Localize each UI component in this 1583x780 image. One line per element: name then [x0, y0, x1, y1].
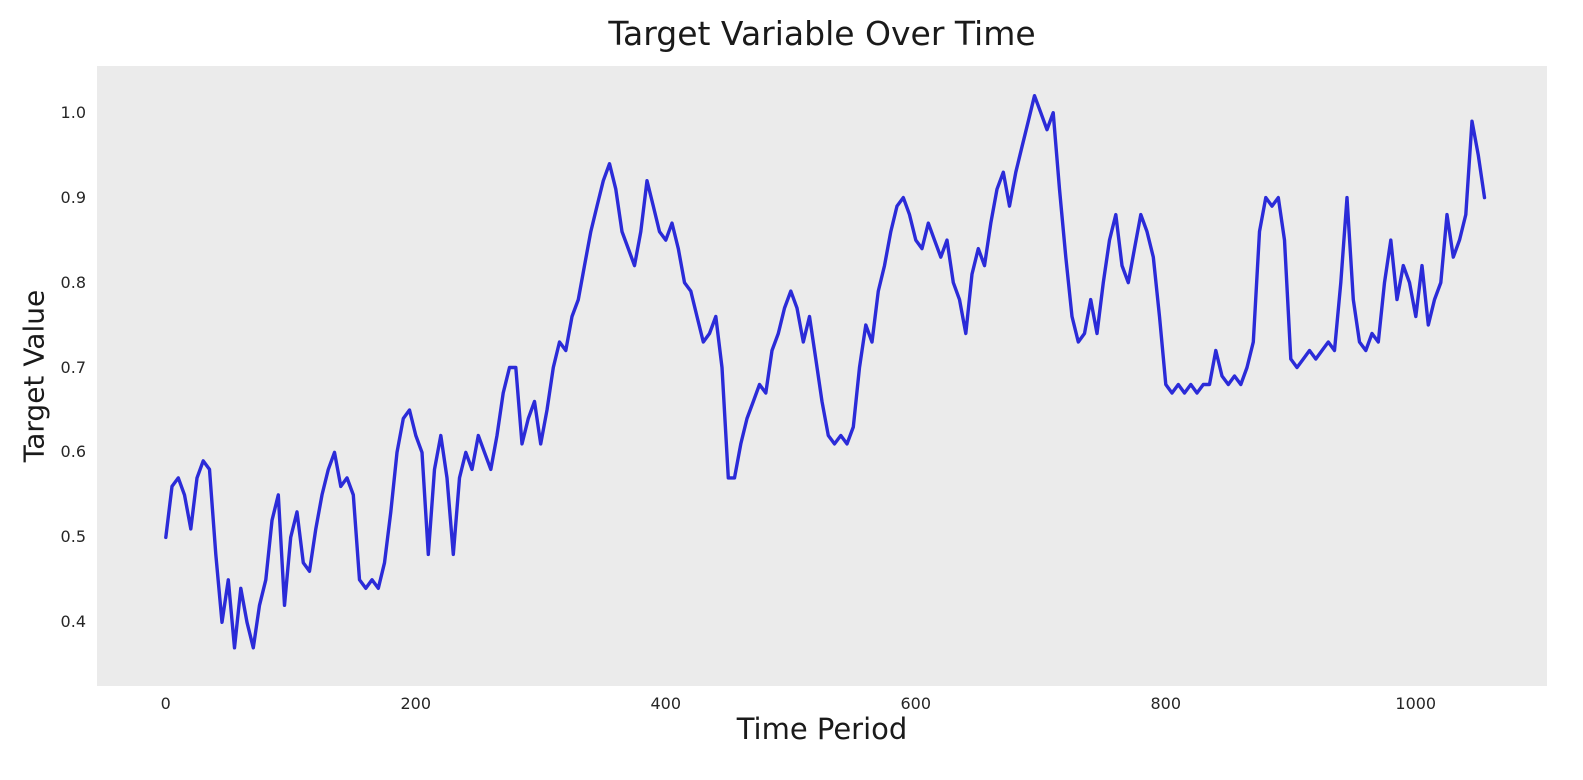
y-tick-label: 0.4 [60, 612, 86, 632]
x-tick-label: 200 [400, 694, 432, 713]
line-chart-canvas [164, 94, 1487, 650]
target-series-line [164, 94, 1487, 650]
chart-title: Target Variable Over Time [608, 14, 1036, 53]
y-tick-label: 0.8 [60, 272, 86, 292]
y-tick-label: 1.0 [60, 102, 86, 122]
x-tick-label: 1000 [1395, 694, 1437, 713]
x-axis-label: Time Period [736, 712, 908, 746]
plot-area [97, 66, 1547, 686]
y-tick-label: 0.5 [60, 527, 86, 547]
y-axis-label: Target Value [17, 289, 51, 463]
y-tick-label: 0.7 [60, 357, 86, 377]
y-tick-label: 0.6 [60, 442, 86, 462]
x-tick-label: 800 [1150, 694, 1182, 713]
x-tick-label: 600 [900, 694, 932, 713]
x-tick-label: 400 [650, 694, 682, 713]
x-tick-label: 0 [160, 694, 171, 713]
y-tick-label: 0.9 [60, 187, 86, 207]
